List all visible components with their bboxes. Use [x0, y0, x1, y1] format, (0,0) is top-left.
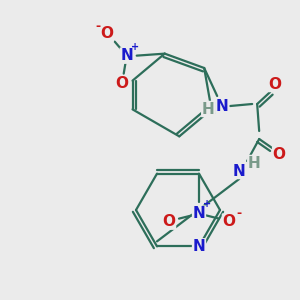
Text: O: O: [269, 76, 282, 92]
Text: O: O: [100, 26, 113, 41]
Text: +: +: [130, 42, 139, 52]
Text: N: N: [193, 206, 206, 221]
Text: N: N: [205, 102, 218, 117]
Text: H: H: [202, 101, 214, 116]
Text: H: H: [248, 155, 260, 170]
Text: O: O: [273, 146, 286, 161]
Text: N: N: [233, 164, 245, 178]
Text: O: O: [163, 214, 176, 229]
Text: +: +: [203, 199, 211, 208]
Text: O: O: [115, 76, 128, 91]
Text: O: O: [223, 214, 236, 229]
Text: N: N: [193, 239, 206, 254]
Text: -: -: [236, 207, 242, 220]
Text: -: -: [95, 20, 100, 33]
Text: N: N: [120, 48, 133, 63]
Text: N: N: [216, 98, 229, 113]
